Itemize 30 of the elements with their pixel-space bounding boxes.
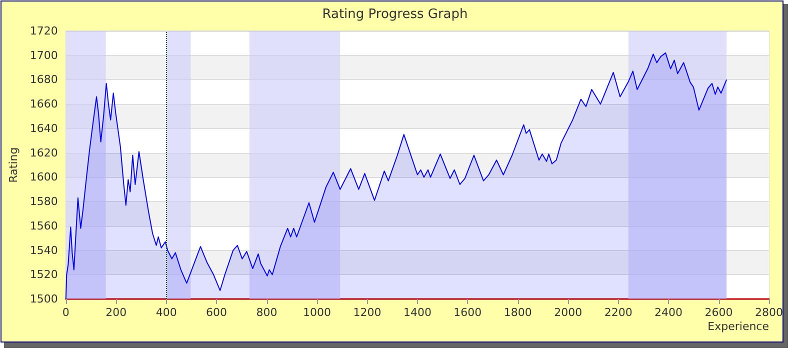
x-tick-label: 800 xyxy=(256,306,278,319)
x-tick-label: 2600 xyxy=(704,306,733,319)
x-axis-title: Experience xyxy=(708,320,770,333)
x-tick-label: 2400 xyxy=(654,306,683,319)
y-tick-label: 1500 xyxy=(30,292,58,306)
x-tick-label: 1000 xyxy=(303,306,332,319)
y-tick-label: 1620 xyxy=(30,146,58,160)
y-tick-label: 1540 xyxy=(30,244,58,257)
x-tick-label: 200 xyxy=(106,306,127,319)
x-tick-label: 1600 xyxy=(454,306,482,319)
y-tick-label: 1600 xyxy=(30,170,58,184)
y-tick-label: 1640 xyxy=(30,122,58,135)
x-tick-label: 2800 xyxy=(755,306,783,319)
x-tick-label: 2000 xyxy=(554,306,582,319)
y-tick-label: 1660 xyxy=(30,98,58,111)
y-tick-label: 1560 xyxy=(30,219,58,232)
y-tick-label: 1700 xyxy=(30,48,58,62)
y-tick-label: 1580 xyxy=(30,195,58,208)
y-tick-label: 1720 xyxy=(30,24,58,38)
x-tick-label: 1200 xyxy=(353,306,382,319)
x-tick-label: 1800 xyxy=(504,306,532,319)
y-axis-title: Rating xyxy=(7,147,20,183)
y-tick-label: 1680 xyxy=(30,73,58,86)
chart-title: Rating Progress Graph xyxy=(322,7,468,22)
x-tick-label: 2200 xyxy=(604,306,632,319)
x-tick-label: 1400 xyxy=(403,306,432,319)
x-tick-label: 400 xyxy=(156,306,177,319)
x-tick-label: 600 xyxy=(206,306,228,319)
y-tick-label: 1520 xyxy=(30,268,58,282)
x-tick-label: 0 xyxy=(62,306,70,319)
